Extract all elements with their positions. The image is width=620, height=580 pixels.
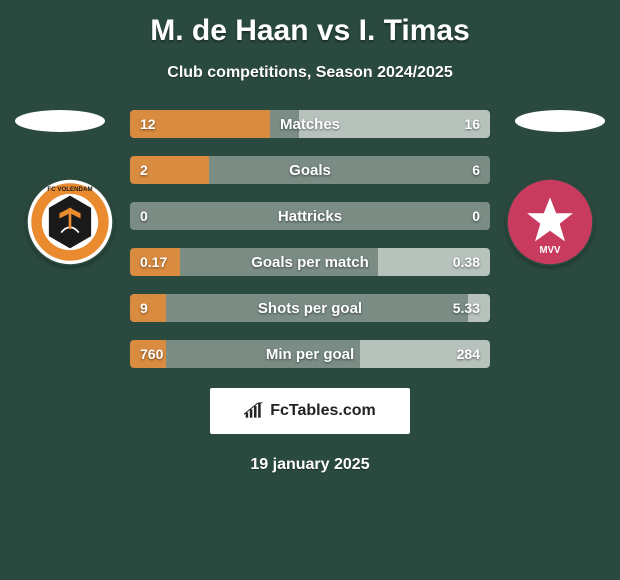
- mvv-badge-icon: MVV: [506, 178, 594, 266]
- page-subtitle: Club competitions, Season 2024/2025: [0, 64, 620, 82]
- metric-row: 26Goals: [130, 156, 490, 184]
- right-flag-icon: [515, 110, 605, 132]
- metric-label: Goals per match: [130, 248, 490, 276]
- metric-row: 0.170.38Goals per match: [130, 248, 490, 276]
- brand-chart-icon: [244, 402, 264, 420]
- metric-row: 00Hattricks: [130, 202, 490, 230]
- metric-bars: 1216Matches 26Goals 00Hattricks 0.170.38Goa…: [130, 110, 490, 368]
- volendam-badge-icon: FC VOLENDAM: [26, 178, 114, 266]
- metric-label: Goals: [130, 156, 490, 184]
- metric-label: Hattricks: [130, 202, 490, 230]
- right-player-column: MVV: [500, 110, 600, 266]
- left-flag-icon: [15, 110, 105, 132]
- comparison-date: 19 january 2025: [0, 456, 620, 474]
- brand-badge: FcTables.com: [210, 388, 410, 434]
- left-club-badge: FC VOLENDAM: [26, 178, 114, 266]
- svg-text:FC VOLENDAM: FC VOLENDAM: [47, 186, 92, 193]
- metric-row: 1216Matches: [130, 110, 490, 138]
- metric-label: Matches: [130, 110, 490, 138]
- metric-label: Min per goal: [130, 340, 490, 368]
- metric-row: 95.33Shots per goal: [130, 294, 490, 322]
- brand-text: FcTables.com: [270, 402, 376, 420]
- page-title: M. de Haan vs I. Timas: [0, 0, 620, 48]
- left-player-column: FC VOLENDAM: [20, 110, 120, 266]
- right-club-badge: MVV: [506, 178, 594, 266]
- metric-label: Shots per goal: [130, 294, 490, 322]
- comparison-content: FC VOLENDAM 1216Matches 26Goals 00Hattrick…: [0, 110, 620, 368]
- metric-row: 760284Min per goal: [130, 340, 490, 368]
- svg-text:MVV: MVV: [540, 245, 562, 256]
